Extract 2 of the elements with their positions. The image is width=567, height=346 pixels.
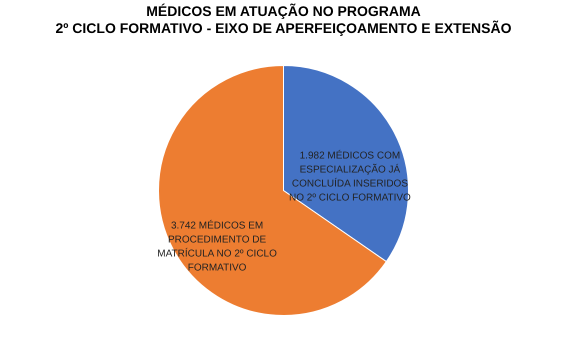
chart-subtitle: 2º CICLO FORMATIVO - EIXO DE APERFEIÇOAMENTO E EXTENSÃO bbox=[55, 20, 512, 36]
chart-title: MÉDICOS EM ATUAÇÃO NO PROGRAMA bbox=[146, 3, 421, 19]
